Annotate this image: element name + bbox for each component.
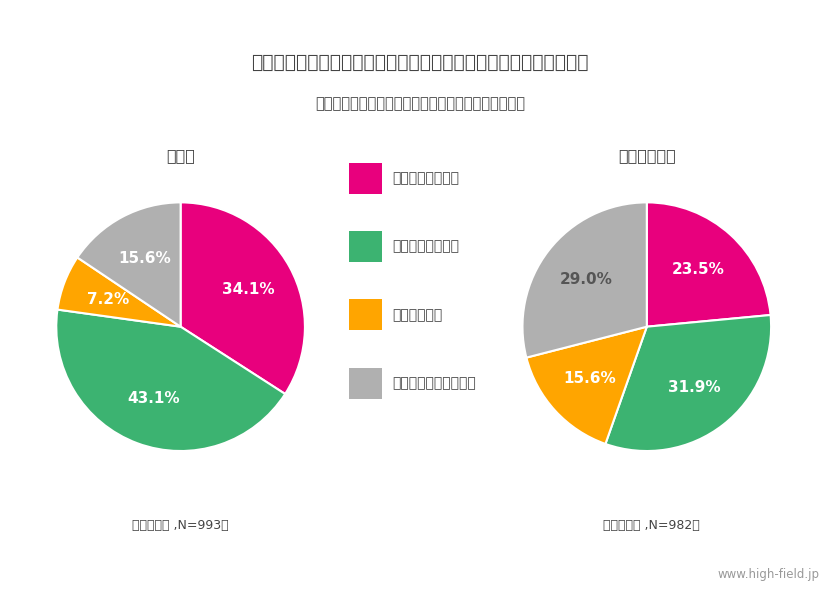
Title: 飲食業従事者: 飲食業従事者 — [618, 148, 675, 163]
Wedge shape — [181, 203, 305, 394]
Wedge shape — [527, 327, 647, 444]
Wedge shape — [77, 203, 181, 327]
Text: （単一回答 ,N=993）: （単一回答 ,N=993） — [132, 519, 229, 532]
Text: www.high-field.jp: www.high-field.jp — [717, 568, 819, 581]
Text: 15.6%: 15.6% — [564, 371, 617, 386]
Text: 23.5%: 23.5% — [672, 262, 725, 277]
Text: 7.2%: 7.2% — [87, 292, 129, 307]
Text: 31.9%: 31.9% — [668, 380, 721, 395]
Text: どちらでも気にしない: どちらでも気にしない — [392, 376, 476, 390]
Title: 全　体: 全 体 — [166, 148, 195, 163]
Text: 喫煙ＯＫの店: 喫煙ＯＫの店 — [392, 308, 443, 322]
Wedge shape — [522, 203, 647, 358]
Wedge shape — [56, 309, 285, 451]
Text: 29.0%: 29.0% — [559, 272, 612, 287]
Text: 34.1%: 34.1% — [222, 282, 275, 297]
Text: 43.1%: 43.1% — [128, 391, 180, 406]
Text: 15.6%: 15.6% — [118, 251, 171, 266]
Text: 屋内完全禁煙の店: 屋内完全禁煙の店 — [392, 171, 459, 185]
Text: （アンケート対象者：関東圏在住２０歳以上の男女）: （アンケート対象者：関東圏在住２０歳以上の男女） — [315, 96, 525, 112]
Wedge shape — [647, 203, 770, 327]
Text: 分煙されている店: 分煙されている店 — [392, 239, 459, 254]
Wedge shape — [606, 315, 771, 451]
Text: （単一回答 ,N=982）: （単一回答 ,N=982） — [602, 519, 700, 532]
Wedge shape — [57, 257, 181, 327]
Text: 「あなたは、１人で利用する場合、どの飲食店を利用しますか？」: 「あなたは、１人で利用する場合、どの飲食店を利用しますか？」 — [251, 53, 589, 72]
